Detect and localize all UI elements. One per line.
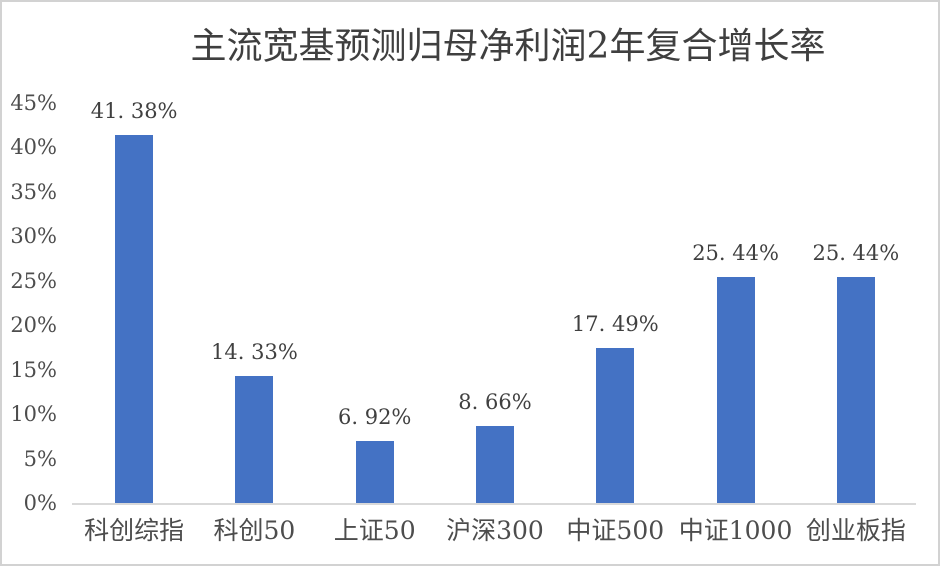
x-tick-label: 中证1000	[678, 516, 793, 545]
y-tick-label: 30%	[10, 224, 57, 249]
y-tick-label: 15%	[10, 357, 57, 382]
y-tick-label: 5%	[23, 446, 57, 471]
bar-5	[716, 276, 755, 503]
bar-2	[355, 441, 394, 503]
data-label: 17. 49%	[571, 311, 659, 336]
y-tick-label: 40%	[10, 135, 57, 160]
x-axis-line	[72, 503, 916, 505]
x-tick-label: 中证500	[566, 516, 665, 545]
x-tick-label: 上证50	[333, 516, 416, 545]
data-label: 14. 33%	[211, 339, 298, 364]
y-tick-label: 20%	[10, 313, 57, 338]
y-tick-label: 25%	[10, 268, 57, 293]
y-tick-label: 45%	[10, 91, 57, 115]
bar-6	[836, 276, 875, 503]
data-label: 25. 44%	[692, 240, 779, 265]
y-tick-label: 35%	[10, 179, 57, 204]
x-tick-label: 创业板指	[805, 516, 906, 545]
bar-4	[596, 347, 635, 503]
bar-0	[115, 135, 154, 503]
chart-title: 主流宽基预测归母净利润2年复合增长率	[190, 26, 826, 67]
bar-3	[476, 426, 514, 503]
data-label: 8. 66%	[458, 390, 532, 415]
y-tick-label: 0%	[23, 491, 57, 515]
x-tick-label: 沪深300	[446, 516, 544, 545]
bar-1	[235, 375, 274, 503]
x-tick-label: 科创50	[213, 516, 296, 545]
x-tick-label: 科创综指	[84, 516, 185, 545]
y-tick-label: 10%	[10, 402, 57, 427]
data-label: 6. 92%	[338, 405, 412, 430]
data-label: 25. 44%	[812, 240, 900, 265]
data-label: 41. 38%	[90, 99, 178, 124]
